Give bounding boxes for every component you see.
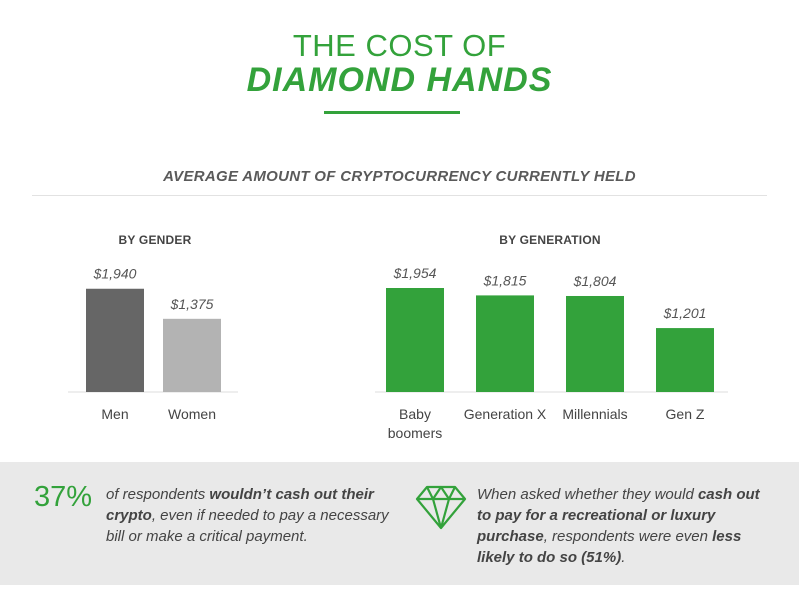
generation-bar-generation-x [476,295,534,392]
generation-value-label-generation-x: $1,815 [483,272,527,288]
generation-value-label-millennials: $1,804 [573,273,617,289]
generation-bars: $1,954 Baby boomers $1,815 Generation X $1,80… [386,265,714,441]
right-text-bold2: less likely to do so (51%) [477,528,742,566]
right-text-part1: When asked whether they would [477,486,698,503]
chart-subtitle: AVERAGE AMOUNT OF CRYPTOCURRENCY CURRENT… [163,168,636,185]
generation-value-label-baby-boomers: $1,954 [393,265,437,281]
right-text-part3: . [621,549,626,566]
generation-value-label-gen-z: $1,201 [663,305,707,321]
title-line-1: THE COST OF [292,28,507,63]
gender-bar-men [86,288,144,392]
title-line-2: DIAMOND HANDS [246,61,553,99]
generation-category-label-gen-z: Gen Z [666,406,705,422]
footer-panel [0,462,799,585]
left-stat-text: of respondents wouldn’t cash out their c… [106,484,396,547]
gender-value-label-women: $1,375 [170,296,214,312]
gender-value-label-men: $1,940 [93,266,137,282]
generation-bar-gen-z [656,328,714,392]
generation-category-label-baby-boomers: Baby boomers [388,406,442,441]
right-text-bold1: cash out to pay for a recreational or lu… [477,486,760,545]
diamond-icon [415,485,467,530]
generation-bar-baby-boomers [386,288,444,392]
right-text-part2: , respondents were even [543,528,713,545]
left-text-bold: wouldn’t cash out their crypto [106,486,374,524]
generation-category-label-generation-x: Generation X [464,406,547,422]
gender-category-label-women: Women [168,406,216,422]
gender-category-label-men: Men [101,406,128,422]
generation-category-label-millennials: Millennials [562,406,627,422]
left-text-part1: of respondents [106,486,210,503]
subtitle-divider [32,195,767,196]
gender-bar-women [163,318,221,392]
stat-value: 37% [34,481,93,513]
panel-title-generation: BY GENERATION [499,233,601,247]
panel-title-gender: BY GENDER [118,233,192,247]
title-underline [324,111,460,114]
generation-bar-millennials [566,295,624,392]
left-text-part2: , even if needed to pay a necessary bill… [106,507,389,545]
gender-bars: $1,940 Men $1,375 Women [86,266,221,422]
right-stat-text: When asked whether they would cash out t… [477,484,767,568]
